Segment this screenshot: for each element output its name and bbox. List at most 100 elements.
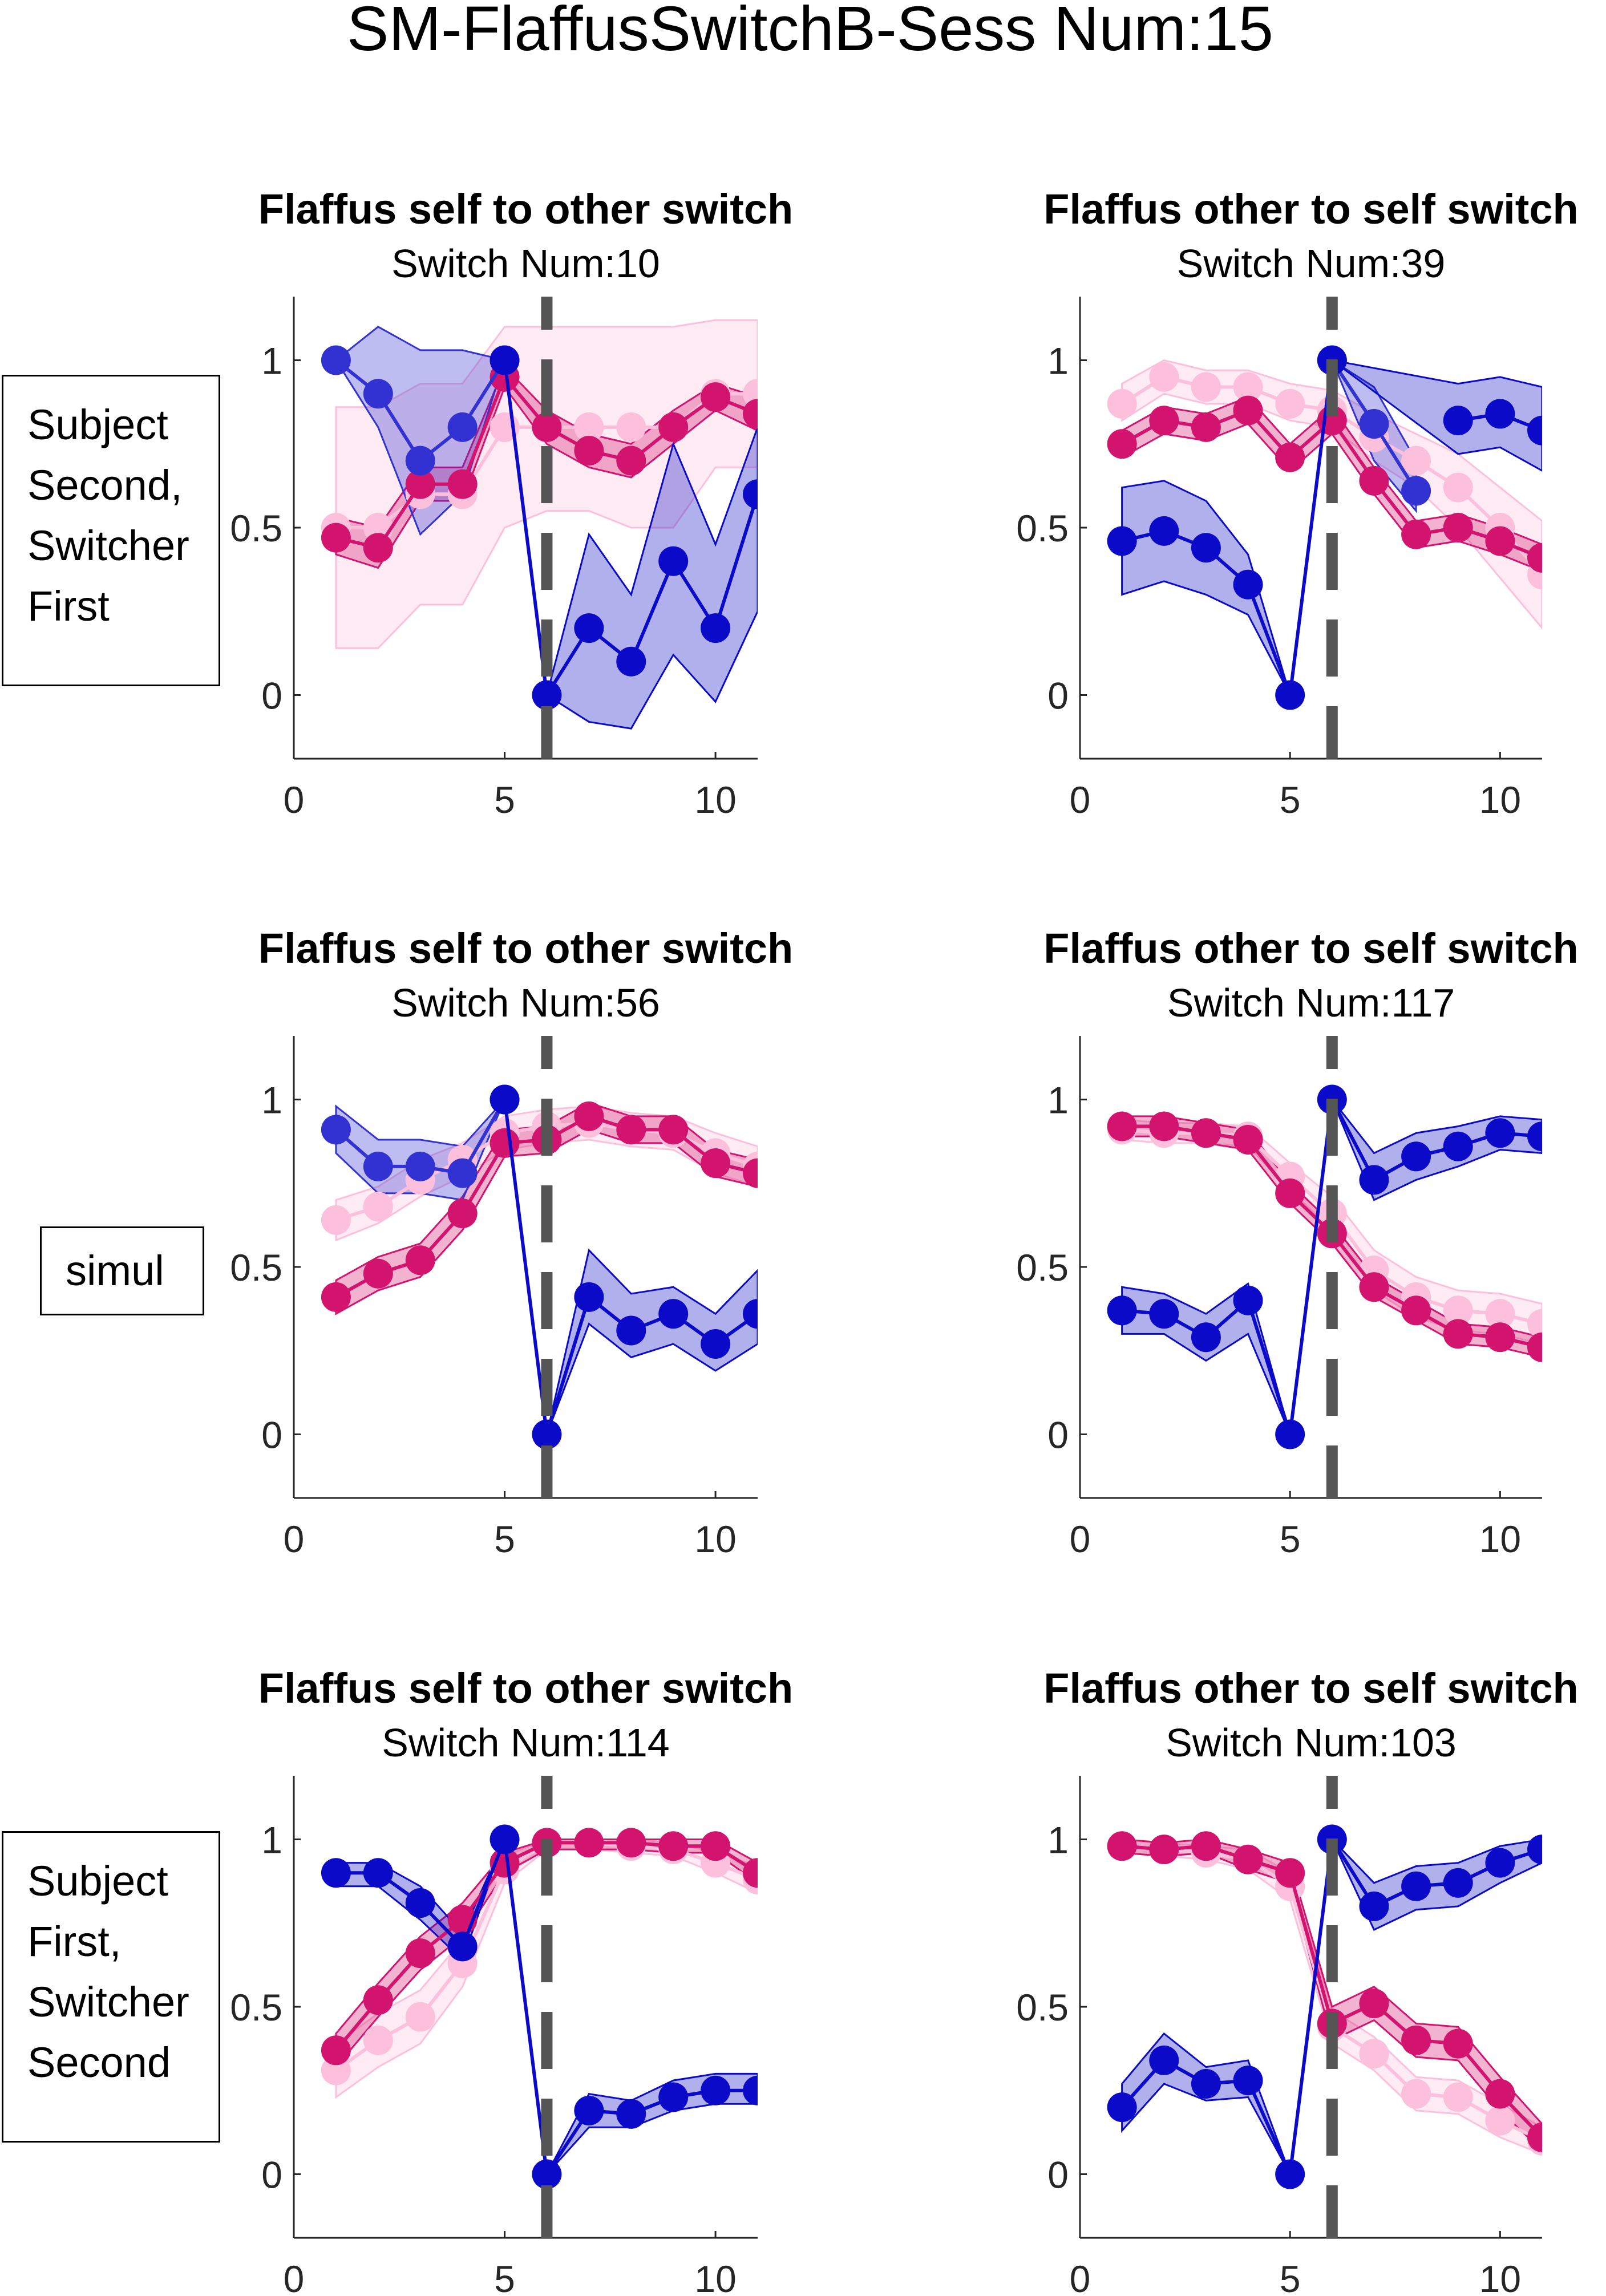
data-point-light-pink bbox=[363, 1192, 393, 1222]
data-point-dark-pink bbox=[1107, 1111, 1137, 1141]
data-point-dark-pink bbox=[1443, 1319, 1473, 1349]
data-point-dark-pink bbox=[363, 1985, 393, 2015]
chart-panel-2: Flaffus self to other switch Switch Num:5… bbox=[230, 925, 793, 1560]
data-point-dark-blue bbox=[363, 1858, 393, 1888]
data-point-dark-pink bbox=[701, 1148, 731, 1179]
y-tick-label: 0.5 bbox=[230, 1986, 282, 2028]
data-point-dark-pink bbox=[1149, 1111, 1179, 1141]
data-point-dark-pink bbox=[1485, 526, 1515, 556]
data-point-dark-pink bbox=[1527, 1332, 1542, 1362]
x-tick-label: 10 bbox=[694, 1518, 736, 1560]
row-label-line: Switcher bbox=[27, 1978, 189, 2026]
data-point-dark-blue bbox=[532, 1419, 562, 1449]
y-tick-label: 1 bbox=[1047, 1819, 1069, 1861]
data-point-dark-blue bbox=[1485, 399, 1515, 429]
data-point-dark-blue bbox=[574, 2095, 604, 2125]
data-point-dark-blue bbox=[1443, 1131, 1473, 1161]
y-tick-label: 0 bbox=[261, 674, 282, 716]
data-point-dark-blue bbox=[658, 1299, 689, 1329]
data-point-dark-blue bbox=[490, 1084, 520, 1115]
data-point-dark-pink bbox=[1275, 1178, 1305, 1208]
data-point-mid-blue bbox=[363, 1151, 393, 1181]
data-point-light-pink bbox=[574, 412, 604, 442]
data-point-dark-pink bbox=[1485, 1322, 1515, 1353]
data-point-dark-blue bbox=[1443, 406, 1473, 436]
x-tick-label: 0 bbox=[284, 779, 305, 821]
data-point-dark-pink bbox=[574, 1828, 604, 1858]
chart-subtitle: Switch Num:117 bbox=[1167, 981, 1455, 1025]
y-tick-label: 1 bbox=[1047, 1079, 1069, 1121]
x-tick-label: 5 bbox=[494, 779, 515, 821]
data-point-light-pink bbox=[1485, 1299, 1515, 1329]
x-tick-label: 10 bbox=[1479, 779, 1521, 821]
data-point-dark-blue bbox=[1149, 516, 1179, 546]
data-point-light-pink bbox=[321, 1205, 351, 1235]
data-point-dark-blue bbox=[616, 2099, 646, 2129]
data-point-dark-pink bbox=[321, 2035, 351, 2066]
data-point-mid-blue bbox=[447, 1158, 478, 1188]
data-point-mid-blue bbox=[321, 345, 351, 375]
data-point-dark-blue bbox=[1233, 569, 1263, 600]
data-point-mid-blue bbox=[1359, 409, 1389, 439]
data-point-dark-blue bbox=[490, 345, 520, 375]
data-point-light-pink bbox=[1233, 372, 1263, 402]
data-point-dark-pink bbox=[1527, 2122, 1542, 2152]
data-point-dark-blue bbox=[1191, 2069, 1221, 2099]
data-point-mid-blue bbox=[405, 446, 435, 476]
data-point-dark-blue bbox=[1233, 2066, 1263, 2096]
figure-title: SM-FlaffusSwitchB-Sess Num:15 bbox=[347, 0, 1273, 64]
row-label-line: Subject bbox=[27, 1857, 168, 1905]
x-tick-label: 0 bbox=[1070, 1518, 1091, 1560]
data-point-light-pink bbox=[405, 2002, 435, 2032]
x-tick-label: 10 bbox=[694, 2258, 736, 2296]
data-point-dark-pink bbox=[1233, 395, 1263, 426]
chart-subtitle: Switch Num:39 bbox=[1177, 241, 1446, 286]
data-point-dark-blue bbox=[1527, 1121, 1542, 1152]
chart-subtitle: Switch Num:56 bbox=[391, 981, 660, 1025]
x-tick-label: 0 bbox=[1070, 2258, 1091, 2296]
data-point-light-pink bbox=[1401, 2079, 1431, 2109]
error-band-dark-blue bbox=[1121, 358, 1542, 698]
data-point-dark-pink bbox=[1359, 465, 1389, 496]
data-point-dark-blue bbox=[532, 2159, 562, 2189]
data-point-light-pink bbox=[1443, 2082, 1473, 2112]
y-tick-label: 0 bbox=[261, 2153, 282, 2196]
data-point-dark-pink bbox=[1233, 1124, 1263, 1155]
data-point-light-pink bbox=[1107, 388, 1137, 419]
data-point-dark-pink bbox=[1191, 1118, 1221, 1148]
data-point-dark-pink bbox=[1149, 406, 1179, 436]
data-point-dark-blue bbox=[574, 613, 604, 643]
data-point-dark-blue bbox=[1401, 1871, 1431, 1901]
data-point-dark-pink bbox=[1359, 1989, 1389, 2019]
data-point-dark-blue bbox=[1275, 1419, 1305, 1449]
data-point-dark-pink bbox=[405, 1245, 435, 1275]
data-point-dark-blue bbox=[1107, 2092, 1137, 2123]
data-point-dark-pink bbox=[1401, 1295, 1431, 1326]
data-point-dark-blue bbox=[1275, 2159, 1305, 2189]
x-tick-label: 5 bbox=[1280, 2258, 1301, 2296]
data-point-light-pink bbox=[1359, 2039, 1389, 2069]
x-tick-label: 0 bbox=[1070, 779, 1091, 821]
x-tick-label: 5 bbox=[494, 2258, 515, 2296]
y-tick-label: 0.5 bbox=[230, 507, 282, 549]
data-point-dark-pink bbox=[405, 469, 435, 499]
plot-area bbox=[321, 1084, 758, 1449]
data-point-light-pink bbox=[1149, 362, 1179, 392]
y-tick-label: 0 bbox=[1047, 1414, 1069, 1456]
data-point-dark-pink bbox=[1401, 519, 1431, 549]
x-tick-label: 5 bbox=[494, 1518, 515, 1560]
y-tick-label: 0.5 bbox=[1016, 1986, 1069, 2028]
data-point-dark-blue bbox=[1107, 1295, 1137, 1326]
data-point-dark-blue bbox=[1485, 1848, 1515, 1878]
row-label-subject-first: Subject First, Switcher Second bbox=[2, 1831, 220, 2143]
data-point-dark-blue bbox=[532, 680, 562, 710]
y-tick-label: 0.5 bbox=[1016, 1246, 1069, 1289]
chart-subtitle: Switch Num:10 bbox=[391, 241, 660, 286]
row-label-line: Second, bbox=[27, 461, 183, 509]
x-tick-label: 5 bbox=[1280, 779, 1301, 821]
data-point-dark-pink bbox=[405, 1938, 435, 1969]
data-point-dark-pink bbox=[1485, 2079, 1515, 2109]
data-point-light-pink bbox=[363, 2025, 393, 2055]
error-band-light-pink bbox=[1121, 1119, 1542, 1345]
